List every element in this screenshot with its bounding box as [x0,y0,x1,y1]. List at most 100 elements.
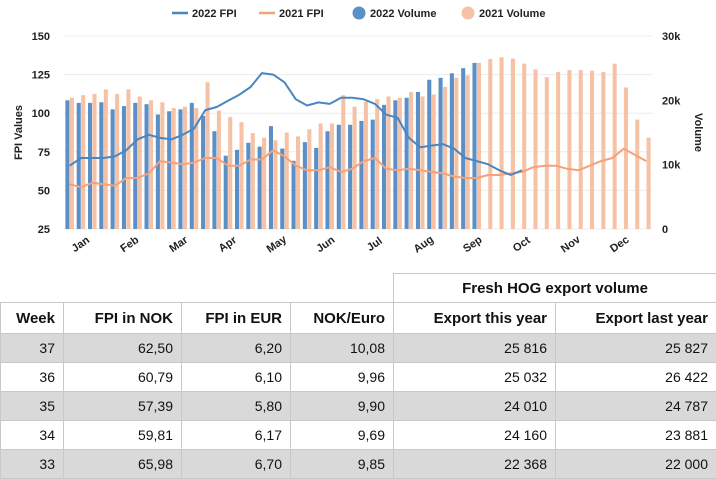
month-tick-label: Mar [167,234,190,255]
table-cell: 62,50 [64,334,182,363]
bar-2022-volume [439,78,443,229]
bar-2022-volume [461,68,465,229]
table-cell: 37 [1,334,64,363]
bar-2021-volume [251,133,255,229]
bar-2021-volume [443,87,447,229]
bar-2021-volume [500,57,504,229]
bar-2021-volume [567,70,571,229]
table-cell: 33 [1,450,64,479]
month-tick-label: Dec [608,234,631,255]
table-cell: 26 422 [556,363,716,392]
table-cell: 9,96 [291,363,394,392]
right-tick-label: 0 [662,224,668,236]
table-column-header: Export this year [394,303,556,334]
right-tick-label: 20k [662,95,681,107]
table-cell: 34 [1,421,64,450]
bar-2021-volume [104,89,108,229]
bar-2021-volume [228,117,232,229]
table-group-spacer [1,274,394,303]
bar-2021-volume [172,108,176,229]
bar-2021-volume [488,59,492,229]
bar-2021-volume [522,64,526,229]
bar-2021-volume [307,129,311,229]
table-cell: 59,81 [64,421,182,450]
table-cell: 9,90 [291,392,394,421]
table-cell: 25 816 [394,334,556,363]
left-tick-label: 150 [32,31,50,43]
month-tick-label: Apr [217,234,240,255]
bar-2021-volume [330,123,334,229]
bar-2021-volume [624,87,628,229]
bar-2022-volume [99,102,103,229]
bar-2021-volume [160,102,164,229]
table-cell: 10,08 [291,334,394,363]
bar-2022-volume [325,131,329,229]
table-cell: 25 827 [556,334,716,363]
bar-2021-volume [647,138,651,229]
bar-2022-volume [337,125,341,229]
legend-dot-swatch [462,7,475,20]
bar-2021-volume [138,96,142,229]
month-tick-label: Nov [559,233,584,255]
bar-2022-volume [393,100,397,229]
table-cell: 6,20 [182,334,291,363]
bar-2021-volume [92,94,96,229]
table-cell: 9,69 [291,421,394,450]
bar-2022-volume [201,116,205,229]
table-cell: 24 010 [394,392,556,421]
left-tick-label: 25 [38,224,50,236]
bar-2022-volume [167,111,171,229]
bar-2021-volume [239,122,243,229]
bar-2021-volume [285,133,289,230]
month-tick-label: Oct [511,234,533,255]
bar-2022-volume [77,103,81,229]
bar-2022-volume [190,103,194,229]
bar-2022-volume [178,109,182,229]
table-cell: 60,79 [64,363,182,392]
bar-2022-volume [416,92,420,229]
table-cell: 22 000 [556,450,716,479]
table-column-header: Export last year [556,303,716,334]
bar-2021-volume [454,78,458,229]
bar-2021-volume [579,70,583,229]
bar-2022-volume [405,98,409,229]
month-tick-label: Jan [70,234,93,255]
bar-2021-volume [420,96,424,229]
month-tick-label: Jul [365,235,385,254]
table-column-header: Week [1,303,64,334]
bar-2022-volume [427,80,431,229]
bar-2022-volume [472,63,476,229]
table-cell: 24 787 [556,392,716,421]
bar-2021-volume [81,95,85,229]
right-axis-title: Volume [692,113,704,152]
bar-2021-volume [115,94,119,229]
table-cell: 23 881 [556,421,716,450]
bar-2022-volume [235,150,239,229]
legend-dot-swatch [353,7,366,20]
table-column-header: NOK/Euro [291,303,394,334]
bar-2021-volume [635,120,639,229]
bar-2022-volume [314,148,318,229]
left-tick-label: 100 [32,108,50,120]
bar-2021-volume [466,75,470,229]
bar-2022-volume [133,103,137,229]
bar-2021-volume [149,100,153,229]
legend-label: 2022 FPI [192,8,237,20]
line-2022-fpi [70,73,522,175]
bar-2022-volume [292,161,296,229]
bar-2021-volume [533,69,537,229]
table-cell: 65,98 [64,450,182,479]
left-tick-label: 50 [38,185,50,197]
table-cell: 35 [1,392,64,421]
bar-2022-volume [269,126,273,229]
table-cell: 22 368 [394,450,556,479]
month-tick-label: Sep [461,234,485,256]
bar-2021-volume [262,138,266,229]
legend-label: 2021 FPI [279,8,324,20]
